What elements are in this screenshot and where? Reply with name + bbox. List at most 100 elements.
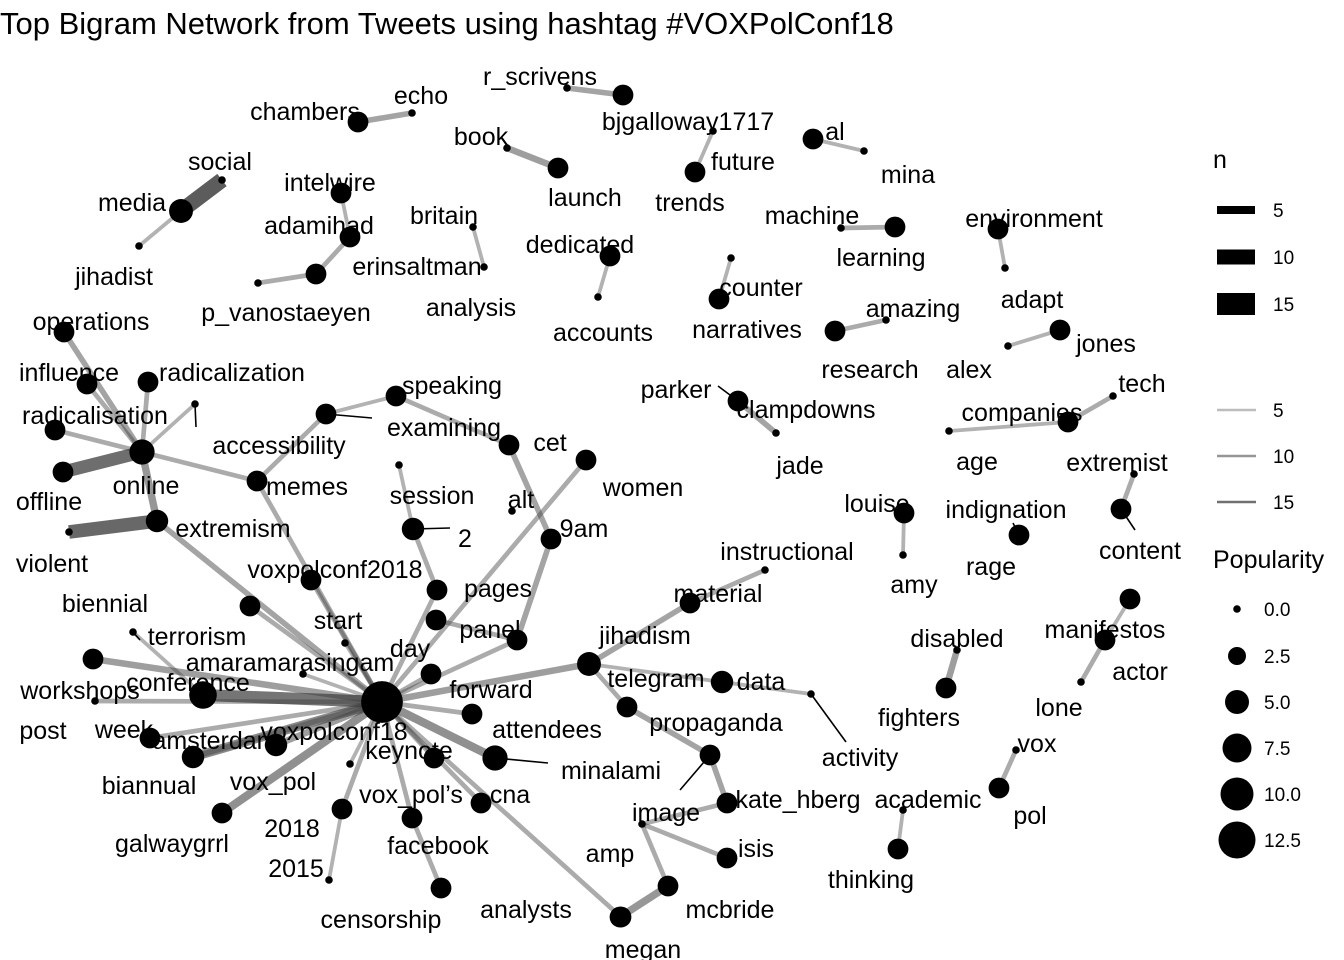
legend-n-label-10: 10 [1273,248,1294,269]
legend-alpha-label-5: 5 [1273,401,1284,422]
node-mcbride [657,875,679,897]
node-label-session: session [390,482,475,510]
node-counter [727,254,735,262]
edge-analysts-voxpolconf18 [380,700,623,919]
node-label-amaramarasingam: amaramarasingam [186,649,394,677]
node-voxpolconf18 [361,681,403,723]
node-alt [508,507,516,515]
node-jihadism [585,660,593,668]
node-companies [1057,411,1079,433]
legend-alpha-label-10: 10 [1273,447,1294,468]
node-label-companies: companies [962,399,1083,427]
legend-popularity-label-0.0: 0.0 [1264,600,1290,621]
node-label-amy: amy [890,571,938,599]
node-label-lone: lone [1035,694,1082,722]
edge-biannual-voxpolconf18 [192,699,383,760]
node-vox_pol’s [346,760,354,768]
node-label-online: online [113,472,180,500]
node-social [218,176,226,184]
node-britain [469,223,477,231]
node-label-r_scrivens: r_scrivens [483,63,597,91]
node-label-facebook: facebook [387,832,489,860]
node-label-material: material [674,580,763,608]
node-label-machine: machine [765,202,860,230]
legend-n-key-15 [1217,293,1255,315]
node-echo [408,109,416,117]
node-label-voxpolconf2018: voxpolconf2018 [247,556,422,584]
edge-post-voxpolconf18 [94,698,383,705]
node-keynote [423,747,445,769]
node-research [824,320,846,342]
node-label-censorship: censorship [321,906,442,934]
node-label-vox_pol: vox_pol [230,768,316,796]
node-label-learning: learning [837,244,926,272]
label-leader-parker [717,385,739,402]
node-age [945,427,953,435]
node-attendees [461,703,483,725]
node-panel [506,629,528,651]
node-lone [1077,678,1085,686]
node-label-terrorism: terrorism [148,623,247,651]
node-workshops [82,648,104,670]
node-analysis [480,263,488,271]
node-fighters [935,677,957,699]
node-amy [899,551,907,559]
edge-day-panel [435,617,518,643]
legend-alpha-label-15: 15 [1273,493,1294,514]
node-label-panel: panel [459,616,520,644]
node-label-propaganda: propaganda [649,709,783,737]
edge-britain-analysis [471,226,486,268]
legend-popularity-key-0.0 [1233,605,1241,613]
node-women [575,449,597,471]
edge-instructional-material [689,567,766,606]
edge-terrorism-voxpolconf18 [248,604,384,704]
node-label-alt: alt [508,486,534,514]
node-label-start: start [314,607,363,635]
node-2015 [325,876,333,884]
node-label-jones: jones [1075,330,1136,358]
node-launch [547,157,569,179]
node-label-intelwire: intelwire [284,169,376,197]
node-label-2015: 2015 [268,855,324,883]
node-label-age: age [956,448,998,476]
node-galwaygrrl [211,802,233,824]
node-label-tech: tech [1118,370,1165,398]
edge-radicalisation-online [54,427,143,455]
edge-memes-voxpolconf18 [254,479,385,704]
node-radicalisation [44,419,66,441]
node-label-counter: counter [719,274,802,302]
node-label-memes: memes [266,473,348,501]
edge-minalami-voxpolconf18 [380,698,497,762]
nodes-layer [44,84,1141,928]
legend-popularity-label-2.5: 2.5 [1264,647,1290,668]
node-book [503,144,511,152]
node-facebook [401,807,423,829]
node-label-voxpolconf18: voxpolconf18 [260,718,407,746]
node-label-violent: violent [16,550,88,578]
node-intelwire [330,182,352,204]
node-label-keynote: keynote [365,737,453,765]
node-manifestos [1119,588,1141,610]
edge-9am-panel [514,538,554,641]
node-offline [52,461,74,483]
edge-propaganda-image [625,704,712,758]
node-label-day: day [390,635,431,663]
node-label-thinking: thinking [828,866,914,894]
label-leader-content [1120,508,1136,531]
node-label-disabled: disabled [910,625,1003,653]
node-2018 [331,798,353,820]
node-amazing [882,316,890,324]
node-label-accounts: accounts [553,319,653,347]
node-label-amazing: amazing [866,295,961,323]
node-label-echo: echo [394,82,448,110]
node-data [710,670,734,694]
legend-popularity-label-5.0: 5.0 [1264,693,1290,714]
node-label-chambers: chambers [250,98,360,126]
node-analysts [610,906,632,928]
node-p_vanostaeyen [254,279,262,287]
node-influence [76,373,98,395]
node-label-research: research [821,356,918,384]
node-r_scrivens [563,84,571,92]
node-label-galwaygrrl: galwaygrrl [115,830,229,858]
edge-memes-examining [255,412,328,483]
